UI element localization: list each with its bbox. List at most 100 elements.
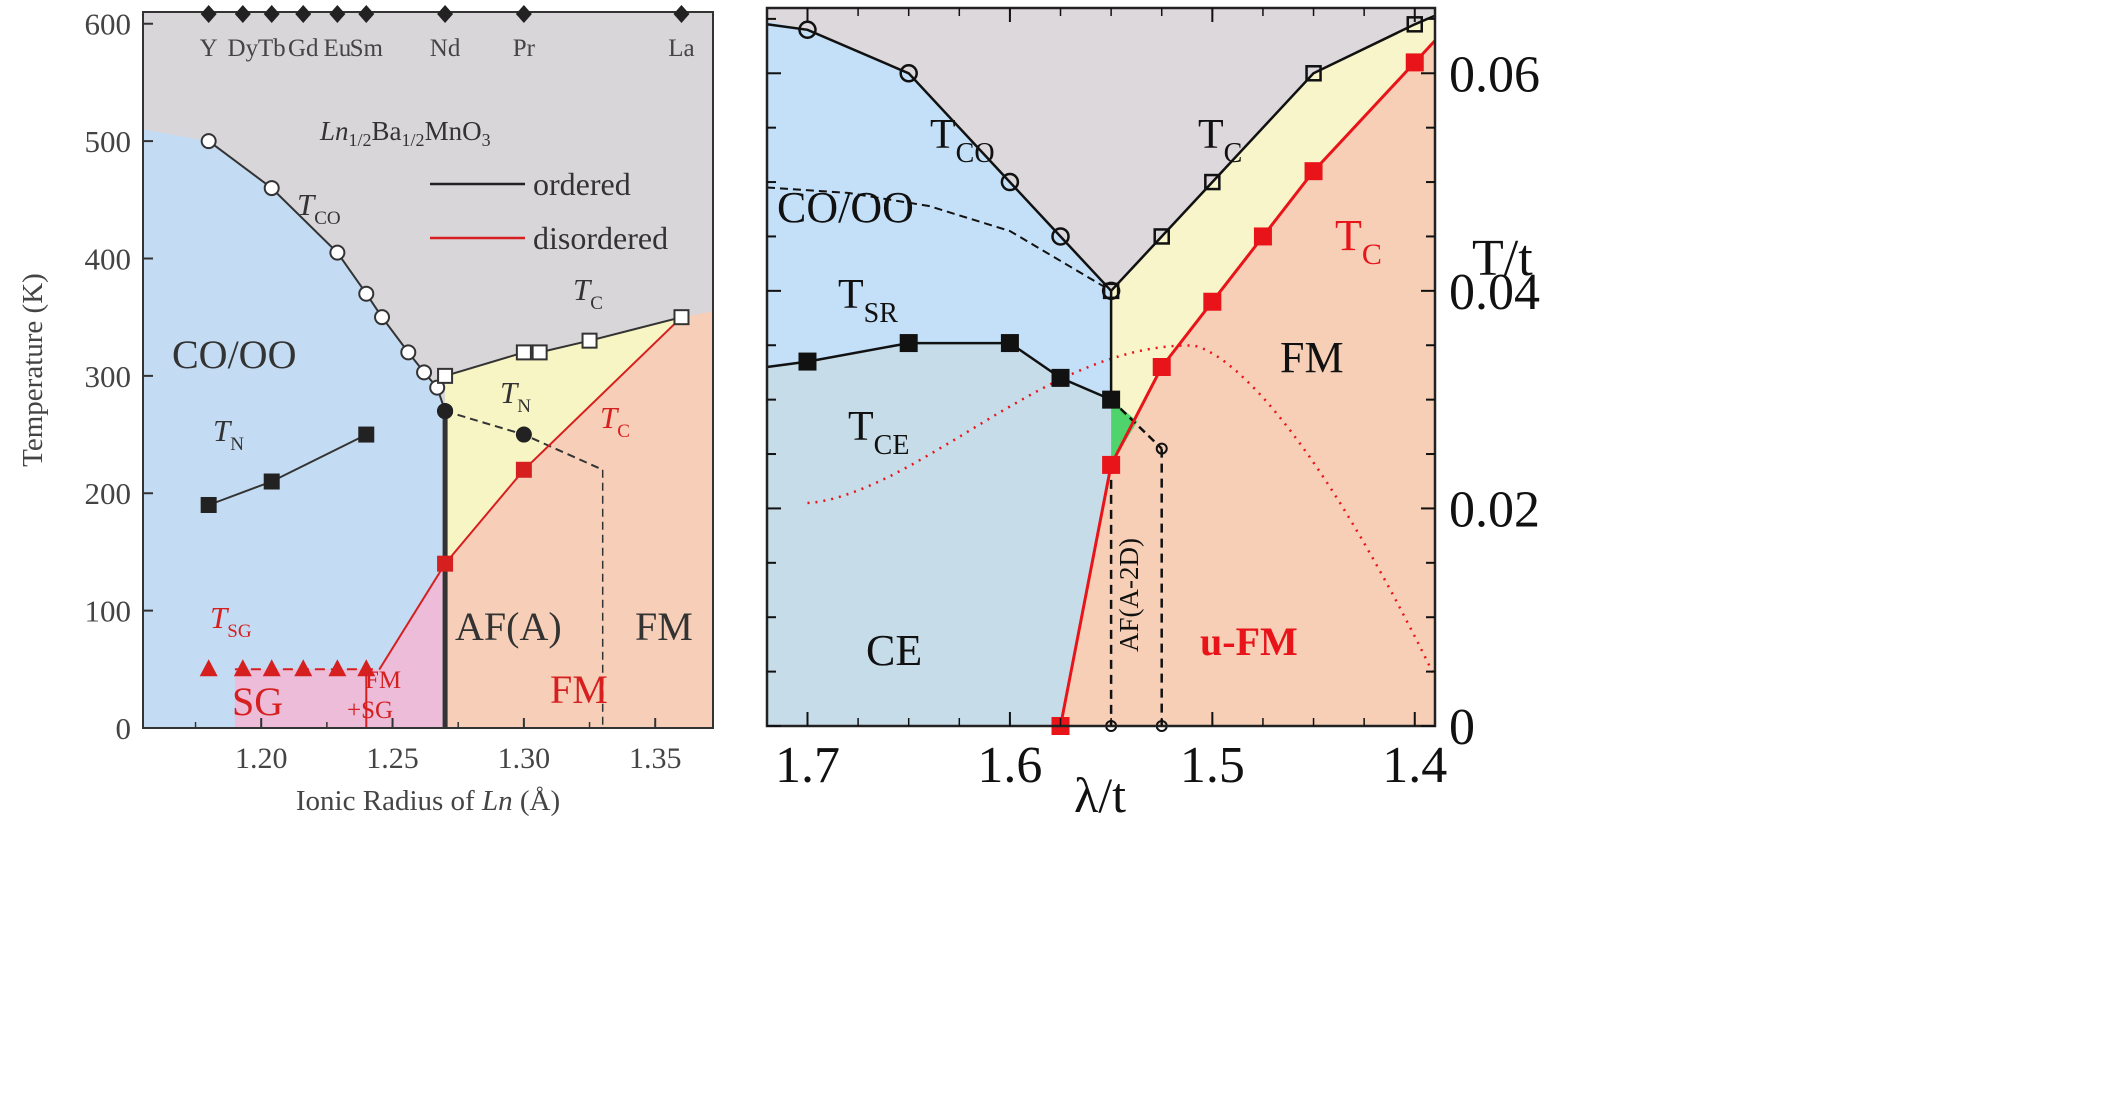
left-x-tick-label: 1.25: [366, 742, 419, 775]
left-marker-1-4: [673, 309, 690, 326]
right-marker-0-3: [1051, 227, 1070, 246]
right-y-tick-label: 0: [1449, 699, 1475, 756]
left-marker-0-2: [329, 244, 346, 261]
left-line-tc-disordered: [378, 316, 683, 670]
right-x-axis-label: λ/t: [1074, 767, 1126, 823]
right-y-tick-label: 0.02: [1449, 481, 1540, 538]
left-element-label: Gd: [288, 35, 319, 62]
left-label-tn-afa: TN: [500, 375, 531, 417]
right-marker-2-4: [1102, 390, 1121, 409]
left-element-diamond: [515, 5, 532, 23]
right-marker-2-0: [798, 352, 817, 371]
left-marker-5-0: [199, 659, 218, 677]
left-y-tick-label: 300: [85, 359, 132, 394]
right-y-tick-label: 0.06: [1449, 46, 1540, 103]
left-region-fm: [445, 311, 713, 728]
left-element-diamond: [329, 5, 346, 23]
left-marker-nd-tn: [437, 403, 454, 420]
right-markers: [798, 16, 1424, 735]
right-label-tce: TCE: [848, 404, 909, 461]
right-x-tick-label: 1.6: [977, 737, 1042, 794]
right-marker-2-1: [899, 334, 918, 353]
left-marker-1-2: [531, 344, 548, 361]
left-region-co-oo: [143, 129, 446, 728]
left-y-tick-label: 600: [85, 7, 132, 42]
right-ticks: 1.7 1.6 1.5 1.40 0.02 0.04 0.06: [767, 8, 1540, 794]
left-x-tick-label: 1.20: [235, 742, 288, 775]
left-label-sg: SG: [232, 679, 283, 724]
right-label-co-oo: CO/OO: [777, 183, 914, 232]
left-label-fm-sg: FM: [365, 667, 401, 694]
right-label-ce: CE: [866, 626, 922, 675]
right-marker-2-3: [1051, 368, 1070, 387]
left-label-co-oo: CO/OO: [172, 332, 296, 377]
right-region-af-a-2d: [1111, 399, 1138, 465]
left-compound-label: Ln1/2Ba1/2MnO3: [319, 116, 491, 150]
left-marker-4-0: [437, 555, 454, 572]
right-line-tc-upper: [1110, 14, 1436, 292]
left-marker-5-3: [294, 659, 313, 677]
left-y-tick-label: 200: [85, 476, 132, 511]
right-marker-1-3: [1305, 65, 1322, 82]
right-plot-frame: [765, 6, 1437, 728]
right-label-tc-upper: TC: [1198, 112, 1242, 169]
right-x-tick-label: 1.5: [1180, 737, 1245, 794]
left-ticks: 1.20 1.25 1.30 1.35 0 100 200 300 400 500 600: [85, 7, 682, 775]
right-marker-3-6: [1405, 53, 1424, 72]
right-label-u-fm: u-FM: [1200, 619, 1298, 664]
left-element-label: Dy: [228, 35, 259, 62]
left-marker-1-3: [581, 332, 598, 349]
legend-disordered-label: disordered: [533, 220, 668, 256]
left-marker-1-1: [515, 344, 532, 361]
left-label-tsg: TSG: [210, 600, 252, 642]
right-label-tsr: TSR: [838, 272, 898, 329]
left-label-fm-upper: FM: [635, 604, 693, 649]
left-element-label: Sm: [350, 35, 384, 62]
right-x-tick-label: 1.4: [1382, 737, 1447, 794]
right-line-tc-red: [1059, 39, 1437, 727]
left-element-label: Tb: [258, 35, 286, 62]
left-element-diamond: [234, 5, 251, 23]
right-marker-1-1: [1153, 228, 1170, 245]
right-marker-5-0: [1105, 393, 1118, 406]
right-marker-3-5: [1304, 162, 1323, 181]
left-y-tick-label: 0: [116, 711, 132, 746]
right-marker-3-3: [1203, 292, 1222, 311]
left-marker-0-5: [400, 344, 417, 361]
left-element-diamond: [200, 5, 217, 23]
left-y-tick-label: 500: [85, 124, 132, 159]
left-marker-0-3: [358, 285, 375, 302]
left-x-axis-label: Ionic Radius of Ln (Å): [296, 785, 560, 817]
left-marker-0-0: [200, 133, 217, 150]
right-marker-1-0: [1102, 282, 1120, 300]
right-line-af-top: [1110, 398, 1163, 450]
left-element-label: Nd: [430, 35, 461, 62]
left-marker-0-4: [374, 309, 391, 326]
right-marker-3-1: [1102, 455, 1121, 474]
left-label-fm-lower: FM: [550, 667, 608, 712]
left-marker-0-6: [416, 364, 433, 381]
left-element-diamond: [358, 5, 375, 23]
right-y-tick-label: 0.04: [1449, 264, 1540, 321]
right-region-ce: [767, 343, 1112, 726]
left-x-tick-label: 1.35: [629, 742, 682, 775]
left-label-tco: TCO: [297, 187, 341, 229]
legend-ordered-label: ordered: [533, 166, 631, 202]
left-label-tn-low: TN: [213, 413, 244, 455]
right-marker-5-1: [1155, 442, 1168, 455]
left-element-diamond: [437, 5, 454, 23]
left-marker-5-1: [233, 659, 252, 677]
right-marker-2-2: [1000, 334, 1019, 353]
left-y-axis-label: Temperature (K): [17, 273, 49, 467]
right-marker-3-4: [1253, 227, 1272, 246]
left-markers: [199, 133, 690, 677]
left-x-tick-label: 1.30: [498, 742, 551, 775]
left-region-sg: [234, 563, 446, 728]
right-x-tick-label: 1.7: [775, 737, 840, 794]
left-marker-5-4: [328, 659, 347, 677]
left-y-tick-label: 100: [85, 594, 132, 629]
left-marker-3-0: [200, 496, 217, 513]
